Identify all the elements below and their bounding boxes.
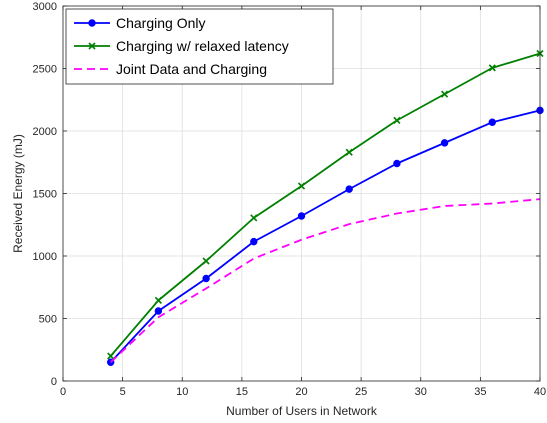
data-point-charging-w-relaxed-latency: [297, 182, 306, 190]
data-point-charging-only: [297, 212, 306, 220]
data-point-charging-only: [250, 237, 258, 246]
data-point-charging-w-relaxed-latency: [154, 296, 162, 304]
series-joint-data-and-charging: [110, 198, 541, 363]
x-tick-label: 35: [474, 386, 486, 398]
data-point-charging-only: [488, 118, 496, 126]
y-tick-label: 500: [39, 314, 57, 326]
data-point-charging-w-relaxed-latency: [107, 352, 115, 360]
y-tick-label: 0: [51, 376, 57, 388]
x-tick-label: 10: [176, 386, 188, 398]
data-point-charging-w-relaxed-latency: [345, 148, 353, 156]
legend-marker-charging-relaxed-latency: [88, 42, 96, 50]
y-tick-label: 1000: [33, 251, 57, 263]
series-charging-only: [107, 106, 544, 366]
legend-label-charging-only: Charging Only: [116, 15, 206, 31]
data-point-charging-w-relaxed-latency: [202, 257, 210, 265]
series-line-charging-only: [110, 109, 541, 363]
series-group: [107, 49, 544, 366]
legend-label-charging-relaxed-latency: Charging w/ relaxed latency: [116, 38, 289, 54]
data-point-charging-only: [154, 307, 163, 315]
y-tick-label: 2500: [33, 64, 57, 76]
x-tick-label: 30: [415, 386, 427, 398]
x-tick-label: 40: [534, 386, 546, 398]
data-point-charging-w-relaxed-latency: [488, 64, 496, 72]
x-axis-label: Number of Users in Network: [226, 404, 378, 418]
series-line-charging-w-relaxed-latency: [110, 52, 541, 357]
axis-ticks: 0 5 10 15 20 25 30 35 40 0 500 1000 1500 2000 2500 3000: [33, 1, 547, 398]
x-tick-label: 20: [295, 386, 307, 398]
x-tick-label: 25: [355, 386, 367, 398]
x-tick-label: 15: [236, 386, 248, 398]
x-tick-label: 0: [60, 386, 66, 398]
legend-label-joint-data-charging: Joint Data and Charging: [116, 61, 267, 77]
y-tick-label: 3000: [33, 1, 57, 13]
data-point-charging-only: [393, 159, 401, 168]
data-point-charging-only: [345, 185, 353, 193]
data-point-charging-w-relaxed-latency: [441, 90, 449, 98]
data-point-charging-only: [440, 139, 449, 147]
legend-entry-charging-relaxed-latency: Charging w/ relaxed latency: [74, 38, 289, 54]
legend-entry-charging-only: Charging Only: [74, 15, 206, 31]
legend-box: [65, 8, 334, 85]
series-charging-w-relaxed-latency: [107, 49, 544, 360]
data-point-charging-w-relaxed-latency: [250, 214, 258, 222]
data-point-charging-w-relaxed-latency: [393, 116, 401, 124]
y-tick-label: 2000: [33, 126, 57, 138]
y-axis-label: Received Energy (mJ): [11, 134, 25, 253]
data-point-charging-only: [202, 274, 210, 283]
legend-marker-point: [88, 42, 96, 50]
legend-marker-point: [88, 19, 96, 27]
x-tick-label: 5: [120, 386, 126, 398]
legend-entry-joint-data-charging: Joint Data and Charging: [74, 61, 267, 77]
legend: Charging Only Charging w/ relaxed latenc…: [65, 8, 334, 85]
y-tick-label: 1500: [33, 189, 57, 201]
series-line-joint-data-and-charging: [110, 198, 541, 363]
legend-marker-charging-only: [88, 19, 96, 27]
